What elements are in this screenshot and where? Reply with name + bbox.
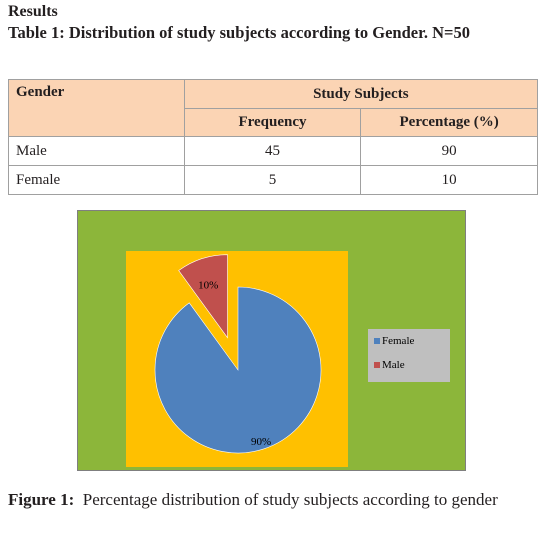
data-label-male: 10%: [198, 280, 218, 292]
cell-frequency-male: 45: [183, 136, 362, 166]
table-subheader-row: Frequency Percentage (%): [9, 108, 538, 137]
legend-label-female: Female: [382, 335, 414, 347]
cell-percentage-female: 10: [360, 165, 538, 195]
legend-swatch-male: [374, 362, 380, 368]
section-heading: Results: [8, 3, 58, 20]
pie-chart-figure: 90% 10% Female Male: [77, 210, 466, 471]
figure-caption: Figure 1: Percentage distribution of stu…: [8, 490, 540, 510]
legend-box: [368, 329, 450, 382]
header-gender: Gender: [8, 79, 185, 137]
row-label-male: Male: [8, 136, 185, 166]
pie-slices: [154, 254, 322, 454]
row-label-female: Female: [8, 165, 185, 195]
header-percentage: Percentage (%): [360, 108, 538, 137]
table-header-row: Gender Study Subjects: [8, 78, 539, 137]
figure-label: Figure 1:: [8, 490, 75, 509]
chart-legend: Female Male: [368, 329, 450, 382]
pie-slice-male: [178, 254, 228, 339]
table-row: Male 45 90: [8, 136, 538, 166]
pie-chart: 90% 10% Female Male: [126, 251, 450, 467]
header-frequency: Frequency: [183, 108, 362, 137]
cell-frequency-female: 5: [183, 165, 362, 195]
pie-data-labels: 90% 10%: [198, 280, 271, 448]
cell-percentage-male: 90: [360, 136, 538, 166]
table-caption: Table 1: Distribution of study subjects …: [8, 23, 470, 42]
data-label-female: 90%: [251, 436, 271, 448]
legend-swatch-female: [374, 338, 380, 344]
distribution-table: Gender Study Subjects Frequency Percenta…: [8, 78, 539, 195]
legend-label-male: Male: [382, 359, 405, 371]
table-row: Female 5 10: [8, 165, 538, 195]
header-study-subjects: Study Subjects: [183, 78, 539, 110]
pie-slice-female: [154, 286, 322, 454]
figure-caption-text: Percentage distribution of study subject…: [82, 490, 498, 509]
